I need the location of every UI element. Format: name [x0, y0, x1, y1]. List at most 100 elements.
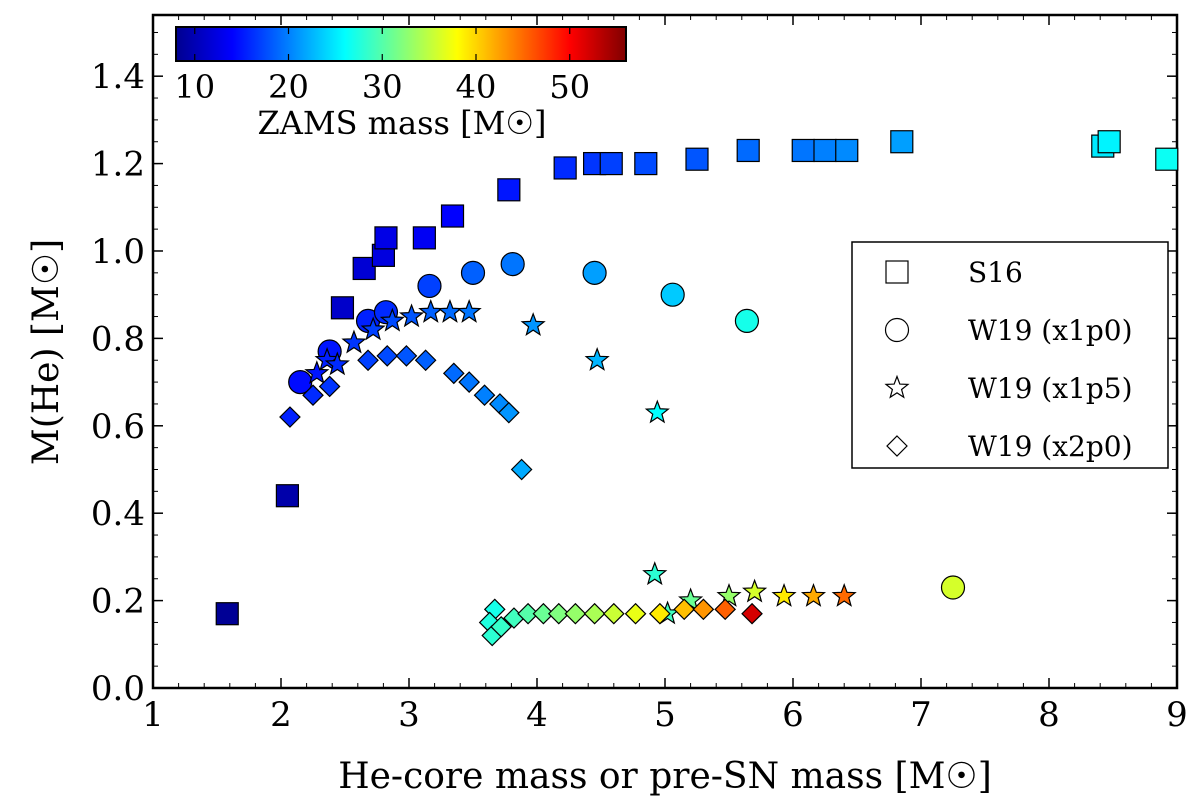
- star-point: [800, 583, 827, 607]
- diamond-point: [649, 602, 671, 625]
- x-tick-label: 2: [270, 695, 292, 735]
- star-point: [584, 347, 610, 371]
- square-point: [440, 204, 465, 228]
- circle-point: [660, 282, 685, 307]
- series-star: [304, 298, 857, 625]
- y-tick-label: 0.0: [91, 669, 145, 709]
- y-tick-label: 0.6: [91, 407, 145, 447]
- y-axis-label: M(He) [M☉]: [26, 239, 67, 465]
- diamond-point: [376, 345, 399, 367]
- diamond-point: [442, 362, 465, 385]
- star-point: [314, 347, 340, 371]
- legend-marker-circle: [884, 317, 910, 343]
- square-point: [890, 130, 914, 154]
- square-point: [553, 156, 577, 180]
- square-point: [374, 226, 398, 250]
- axis-tick-labels: 1 2 3 4 5 6 7 8 9 0.0 0.2 0.4 0.6 0.8 1.0 1.2 1.4: [91, 57, 1188, 735]
- diamond-point: [583, 602, 606, 625]
- x-tick-label: 9: [1166, 695, 1188, 735]
- diamond-point: [624, 602, 647, 625]
- star-point: [341, 329, 367, 354]
- x-tick-label: 6: [782, 695, 804, 735]
- legend-label: W19 (x1p0): [968, 314, 1133, 347]
- x-tick-label: 4: [526, 695, 548, 735]
- diamond-point: [473, 384, 496, 407]
- diamond-point: [602, 602, 625, 625]
- series-square: [215, 130, 1179, 626]
- diamond-point: [395, 345, 418, 367]
- legend-label: W19 (x1p5): [968, 372, 1133, 405]
- x-tick-label: 3: [398, 695, 420, 735]
- diamond-point: [458, 371, 481, 393]
- colorbar-gradient: [175, 26, 627, 62]
- square-point: [813, 138, 837, 163]
- legend-label: S16: [968, 256, 1023, 289]
- star-point: [771, 583, 797, 607]
- y-tick-label: 0.8: [91, 319, 145, 359]
- diamond-point: [692, 598, 715, 621]
- colorbar-tick-label: 50: [549, 68, 590, 106]
- diamond-point: [490, 615, 513, 638]
- square-point: [275, 484, 299, 508]
- square-point: [412, 226, 436, 250]
- diamond-point: [497, 401, 520, 424]
- legend-marker-star: [884, 374, 910, 399]
- star-point: [360, 316, 386, 341]
- circle-point: [460, 260, 486, 285]
- y-tick-label: 1.4: [91, 57, 145, 97]
- diamond-point: [673, 598, 696, 621]
- diamond-point: [318, 375, 341, 398]
- colorbar: 10 20 30 40 50 ZAMS mass [M☉]: [174, 26, 627, 142]
- square-point: [685, 147, 709, 171]
- diamond-point: [302, 384, 324, 407]
- square-point: [791, 138, 815, 163]
- colorbar-ticks: 10 20 30 40 50: [174, 27, 590, 106]
- series-circle: [288, 251, 966, 600]
- diamond-point: [414, 349, 437, 372]
- y-tick-label: 1.0: [91, 232, 145, 272]
- square-point: [1155, 147, 1179, 171]
- diamond-point: [357, 349, 379, 372]
- square-point: [634, 151, 658, 176]
- diamond-point: [741, 602, 763, 625]
- y-tick-label: 1.2: [91, 145, 145, 185]
- diamond-point: [714, 598, 737, 621]
- circle-point: [417, 273, 442, 299]
- x-tick-label: 8: [1038, 695, 1060, 735]
- star-point: [831, 583, 857, 607]
- x-tick-label: 5: [654, 695, 676, 735]
- legend: S16 W19 (x1p0) W19 (x1p5) W19 (x2p0): [851, 241, 1169, 469]
- square-point: [497, 178, 521, 202]
- x-tick-label: 1: [142, 695, 164, 735]
- diamond-point: [510, 458, 533, 481]
- legend-marker-square: [885, 260, 909, 284]
- star-point: [304, 360, 330, 385]
- square-point: [1097, 130, 1121, 154]
- star-point: [324, 351, 350, 376]
- diamond-point: [547, 602, 570, 625]
- colorbar-tick-label: 10: [174, 68, 215, 106]
- diamond-point: [564, 602, 587, 625]
- circle-point: [500, 251, 525, 277]
- star-point: [398, 303, 425, 328]
- square-point: [352, 256, 376, 281]
- star-point: [642, 561, 668, 586]
- x-tick-label: 7: [910, 695, 932, 735]
- legend-label: W19 (x2p0): [968, 430, 1133, 463]
- star-point: [379, 307, 405, 332]
- circle-point: [582, 260, 607, 285]
- circle-point: [734, 308, 760, 334]
- circle-point: [940, 575, 966, 600]
- diamond-point: [517, 602, 539, 625]
- star-point: [716, 583, 742, 607]
- legend-marker-diamond: [886, 435, 908, 457]
- star-point: [456, 298, 482, 323]
- square-point: [835, 138, 859, 163]
- series-diamond: [279, 345, 763, 647]
- star-point: [520, 312, 546, 336]
- square-point: [736, 138, 760, 163]
- data-points: [215, 130, 1179, 647]
- axis-ticks: [152, 15, 1178, 689]
- y-tick-label: 0.4: [91, 494, 145, 534]
